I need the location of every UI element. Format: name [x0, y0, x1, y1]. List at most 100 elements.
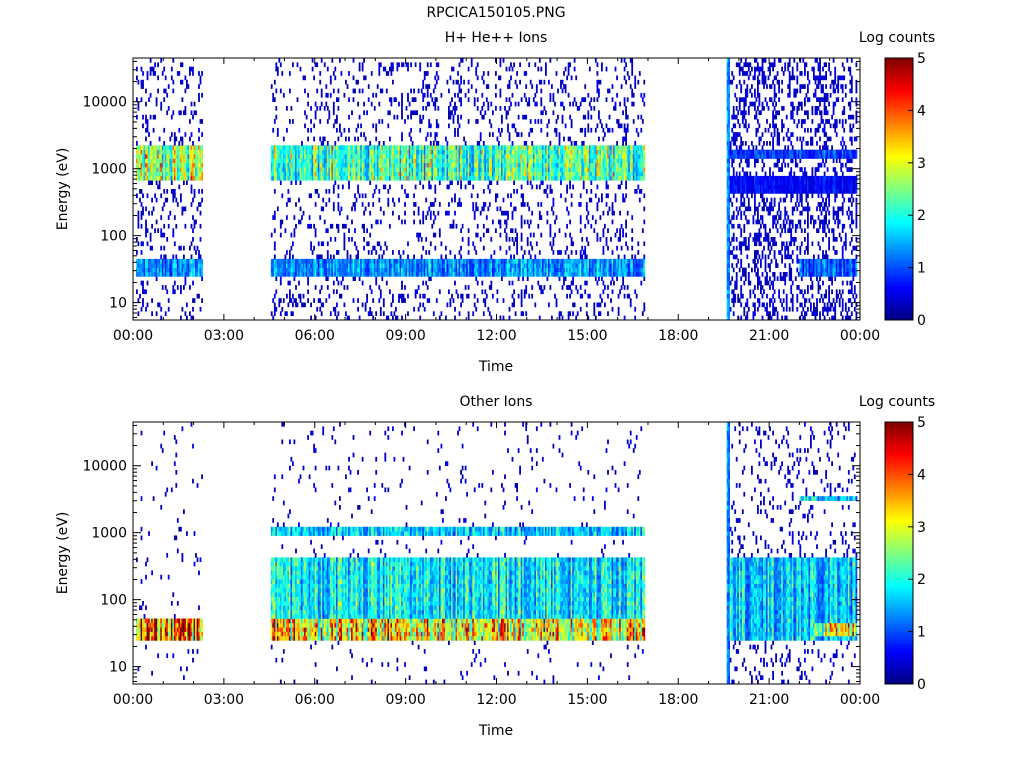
spectrogram-cell	[569, 293, 571, 299]
spectrogram-cell	[184, 272, 187, 277]
spectrogram-cell	[413, 97, 415, 102]
spectrogram-cell	[173, 241, 176, 247]
spectrogram-cell	[549, 267, 552, 273]
spectrogram-cell	[145, 167, 147, 172]
spectrogram-cell	[481, 267, 484, 273]
spectrogram-cell	[154, 71, 156, 76]
spectrogram-cell	[192, 141, 194, 146]
spectrogram-cell	[317, 298, 320, 303]
spectrogram-cell	[563, 71, 565, 76]
spectrogram-cell	[373, 245, 376, 251]
spectrogram-cell	[466, 272, 468, 277]
spectrogram-cell	[478, 263, 481, 268]
spectrogram-cell	[508, 315, 511, 321]
spectrogram-cell	[466, 154, 468, 159]
spectrogram-cell	[346, 285, 349, 290]
spectrogram-cell	[387, 149, 390, 155]
spectrogram-cell	[320, 58, 323, 63]
spectrogram-cell	[349, 171, 352, 177]
spectrogram-cell	[381, 267, 384, 273]
spectrogram-cell	[596, 232, 599, 238]
spectrogram-cell	[355, 197, 358, 203]
spectrogram-cell	[416, 162, 418, 168]
spectrogram-cell	[535, 241, 538, 247]
spectrogram-cell	[454, 175, 456, 181]
spectrogram-cell	[145, 149, 147, 155]
spectrogram-cell	[173, 272, 176, 277]
spectrogram-cell	[522, 272, 524, 277]
spectrogram-cell	[449, 171, 452, 177]
spectrogram-cell	[142, 158, 144, 164]
spectrogram-cell	[292, 311, 294, 316]
spectrogram-cell	[372, 158, 375, 164]
spectrogram-cell	[287, 197, 290, 203]
spectrogram-cell	[392, 149, 394, 155]
spectrogram-cell	[140, 84, 143, 89]
spectrogram-cell	[572, 276, 574, 281]
spectrogram-cell	[560, 149, 562, 155]
spectrogram-cell	[581, 127, 584, 133]
spectrogram-cell	[382, 158, 385, 164]
spectrogram-cell	[579, 175, 582, 181]
spectrogram-cell	[543, 267, 546, 273]
spectrogram-cell	[472, 184, 475, 190]
spectrogram-cell	[575, 272, 578, 277]
spectrogram-cell	[149, 272, 152, 277]
spectrogram-cell	[342, 162, 344, 168]
spectrogram-cell	[570, 119, 573, 124]
spectrogram-cell	[596, 88, 599, 94]
spectrogram-cell	[382, 171, 385, 177]
spectrogram-cell	[413, 110, 415, 116]
spectrogram-cell	[414, 258, 417, 264]
spectrogram-cell	[570, 193, 573, 199]
spectrogram-cell	[482, 311, 485, 316]
spectrogram-cell	[588, 66, 591, 72]
spectrogram-cell	[201, 167, 203, 172]
spectrogram-cell	[404, 219, 406, 225]
spectrogram-cell	[137, 171, 140, 177]
spectrogram-cell	[398, 101, 400, 107]
spectrogram-cell	[438, 145, 441, 150]
spectrogram-cell	[189, 258, 191, 264]
spectrogram-cell	[184, 158, 187, 164]
spectrogram-cell	[389, 136, 391, 142]
spectrogram-cell	[395, 272, 397, 277]
spectrogram-cell	[361, 302, 364, 308]
spectrogram-cell	[525, 167, 528, 172]
spectrogram-cell	[186, 272, 188, 277]
spectrogram-cell	[302, 149, 305, 155]
spectrogram-cell	[458, 97, 461, 102]
spectrogram-cell	[517, 114, 520, 120]
spectrogram-cell	[181, 162, 184, 168]
spectrogram-cell	[196, 272, 199, 277]
spectrogram-cell	[511, 92, 514, 98]
spectrogram-cell	[501, 167, 503, 172]
spectrogram-cell	[336, 97, 338, 102]
spectrogram-cell	[520, 263, 523, 268]
spectrogram-cell	[164, 75, 167, 81]
spectrogram-cell	[145, 228, 147, 233]
spectrogram-cell	[492, 272, 494, 277]
spectrogram-cell	[505, 263, 508, 268]
spectrogram-cell	[575, 158, 578, 164]
spectrogram-cell	[180, 145, 182, 150]
spectrogram-cell	[311, 162, 314, 168]
spectrogram-cell	[154, 149, 156, 155]
spectrogram-cell	[163, 66, 166, 72]
spectrogram-cell	[369, 311, 372, 316]
spectrogram-cell	[449, 154, 452, 159]
spectrogram-cell	[545, 175, 547, 181]
spectrogram-cell	[358, 267, 361, 273]
spectrogram-cell	[357, 254, 359, 260]
spectrogram-cell	[479, 136, 482, 142]
spectrogram-cell	[163, 162, 166, 168]
spectrogram-cell	[290, 149, 293, 155]
spectrogram-cell	[573, 175, 576, 181]
spectrogram-cell	[320, 175, 323, 181]
spectrogram-cell	[169, 145, 172, 150]
spectrogram-cell	[334, 158, 337, 164]
spectrogram-cell	[389, 175, 391, 181]
spectrogram-cell	[314, 171, 317, 177]
spectrogram-cell	[601, 276, 603, 281]
spectrogram-cell	[379, 62, 382, 68]
